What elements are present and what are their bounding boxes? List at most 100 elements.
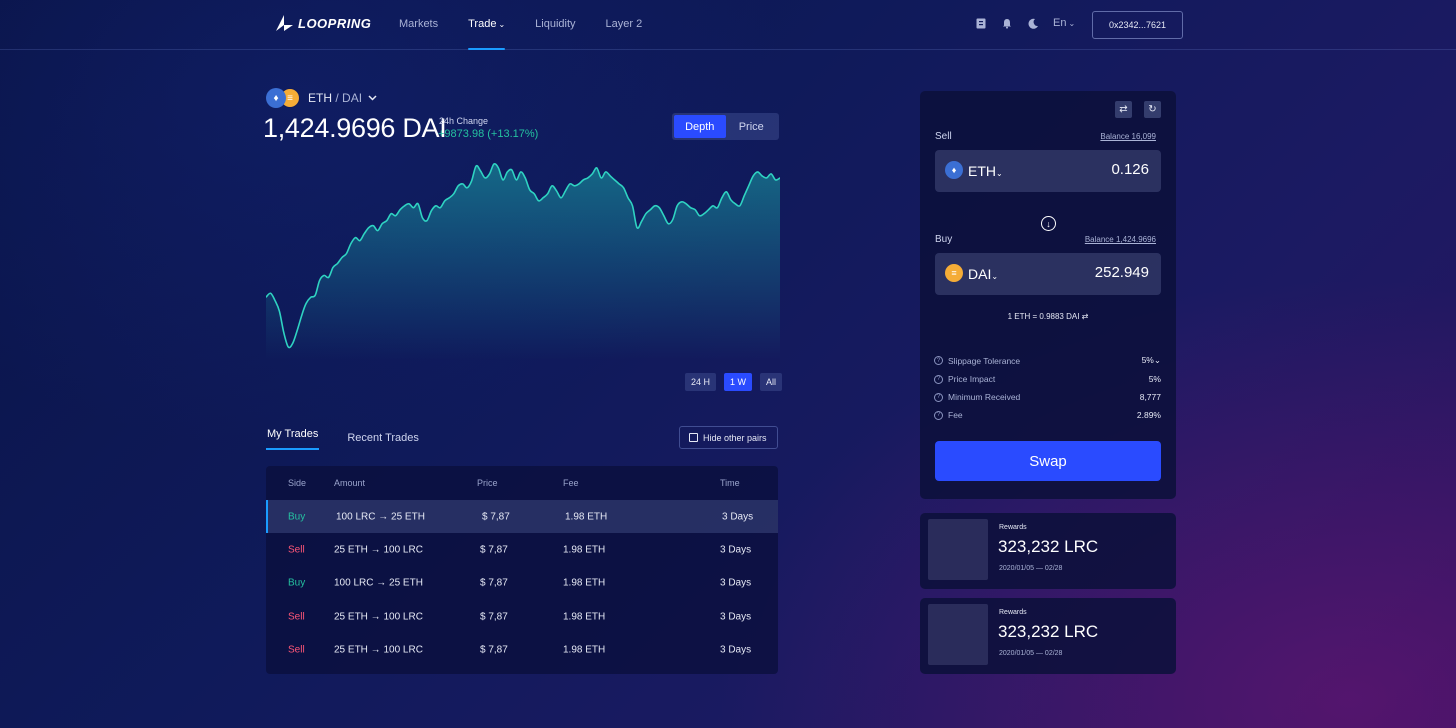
col-price: Price: [477, 478, 498, 488]
table-row[interactable]: Sell 25 ETH → 100 LRC $ 7,87 1.98 ETH 3 …: [266, 634, 778, 667]
range-all[interactable]: All: [760, 373, 783, 391]
row-time: 3 Days: [720, 611, 752, 623]
hide-other-pairs-toggle[interactable]: Hide other pairs: [679, 426, 778, 449]
row-amount: 25 ETH → 100 LRC: [334, 611, 423, 623]
minimum-received-row: ? Minimum Received 8,777: [934, 392, 1161, 402]
loopring-logo[interactable]: LOOPRING: [274, 13, 371, 33]
row-price: $ 7,87: [480, 611, 508, 623]
hide-pairs-label: Hide other pairs: [703, 432, 767, 443]
pair-selector[interactable]: ♦ ≡ ETH / DAI: [266, 88, 377, 108]
tab-recent-trades[interactable]: Recent Trades: [347, 432, 419, 444]
tab-my-trades[interactable]: My Trades: [265, 428, 320, 450]
time-range-selector: 24 H 1 W All: [685, 373, 783, 391]
dai-icon: ≡: [945, 264, 963, 282]
col-fee: Fee: [563, 478, 579, 488]
rate-text: 1 ETH = 0.9883 DAI: [1007, 312, 1080, 321]
price-tab[interactable]: Price: [738, 120, 764, 133]
info-value: 8,777: [1139, 392, 1161, 402]
chevron-down-icon: ⌄: [1068, 19, 1076, 28]
swap-button[interactable]: Swap: [935, 441, 1161, 481]
row-price: $ 7,87: [480, 644, 508, 656]
sell-amount-input[interactable]: 0.126: [1111, 161, 1149, 178]
info-label: Price Impact: [948, 374, 996, 384]
info-value: 5%⌄: [1141, 355, 1161, 365]
buy-token-select[interactable]: DAI⌄: [968, 266, 998, 282]
reward-label: Rewards: [999, 609, 1027, 616]
sell-token-select[interactable]: ETH⌄: [968, 163, 1003, 179]
pair-separator: /: [335, 91, 339, 105]
help-icon[interactable]: ?: [934, 374, 943, 384]
slippage-row[interactable]: ? Slippage Tolerance 5%⌄: [934, 355, 1161, 366]
table-row[interactable]: Buy 100 LRC → 25 ETH $ 7,87 1.98 ETH 3 D…: [266, 567, 778, 600]
swap-rate-icon: ⇄: [1081, 312, 1089, 321]
change-label: 24h Change: [439, 116, 489, 126]
info-value: 5%: [1148, 374, 1161, 384]
fee-row: ? Fee 2.89%: [934, 410, 1161, 420]
sell-token: ETH: [968, 163, 996, 179]
reward-amount: 323,232 LRC: [998, 537, 1099, 556]
arrow-down-icon[interactable]: ↓: [1041, 216, 1056, 231]
loopring-logo-icon: [276, 15, 293, 31]
nav-trade-label: Trade: [468, 18, 497, 30]
row-side: Sell: [288, 644, 305, 656]
rewards-card[interactable]: Rewards 323,232 LRC 2020/01/05 — 02/28: [920, 598, 1176, 674]
refresh-icon[interactable]: ↻: [1144, 101, 1161, 118]
row-time: 3 Days: [720, 544, 752, 556]
info-label: Fee: [948, 410, 963, 420]
eth-icon: ♦: [945, 161, 963, 179]
reward-thumbnail: [928, 519, 988, 580]
help-icon[interactable]: ?: [934, 356, 943, 365]
buy-balance[interactable]: Balance 1,424.9696: [1084, 235, 1156, 244]
row-side: Buy: [288, 577, 306, 589]
row-time: 3 Days: [720, 644, 752, 656]
trade-tabs: My Trades Recent Trades: [265, 428, 419, 454]
bell-icon[interactable]: [1001, 17, 1013, 29]
nav-trade[interactable]: Trade ⌄: [468, 0, 506, 50]
language-select[interactable]: En ⌄: [1053, 17, 1075, 29]
table-row[interactable]: Sell 25 ETH → 100 LRC $ 7,87 1.98 ETH 3 …: [266, 533, 778, 566]
swap-direction-icon[interactable]: ⇄: [1115, 101, 1132, 118]
wallet-icon[interactable]: [975, 17, 987, 29]
buy-field[interactable]: ≡ DAI⌄ 252.949: [935, 253, 1161, 295]
depth-tab[interactable]: Depth: [674, 115, 726, 138]
eth-icon: ♦: [266, 88, 286, 108]
price-impact-row: ? Price Impact 5%: [934, 374, 1161, 384]
table-header: Side Amount Price Fee Time: [266, 466, 778, 500]
row-fee: 1.98 ETH: [563, 577, 606, 589]
info-value: 2.89%: [1136, 410, 1161, 420]
exchange-rate[interactable]: 1 ETH = 0.9883 DAI ⇄: [920, 312, 1176, 321]
row-amount: 100 LRC → 25 ETH: [334, 577, 423, 589]
checkbox[interactable]: [689, 433, 698, 442]
help-icon[interactable]: ?: [934, 392, 943, 402]
chart-type-toggle: Depth Price: [672, 113, 779, 140]
col-time: Time: [720, 478, 740, 488]
range-1w[interactable]: 1 W: [724, 373, 753, 391]
table-row[interactable]: Sell 25 ETH → 100 LRC $ 7,87 1.98 ETH 3 …: [266, 600, 778, 633]
help-icon[interactable]: ?: [934, 410, 943, 420]
logo-text: LOOPRING: [298, 15, 372, 31]
top-header: LOOPRING Markets Trade ⌄ Liquidity Layer …: [0, 0, 1456, 50]
sell-balance[interactable]: Balance 16,099: [1100, 132, 1156, 141]
wallet-address-button[interactable]: 0x2342...7621: [1092, 11, 1183, 39]
row-fee: 1.98 ETH: [563, 644, 606, 656]
nav-markets[interactable]: Markets: [399, 18, 439, 30]
trades-table: Side Amount Price Fee Time Buy 100 LRC →…: [266, 466, 778, 674]
chevron-down-icon: ⌄: [991, 272, 999, 281]
range-24h[interactable]: 24 H: [685, 373, 717, 391]
row-time: 3 Days: [722, 511, 754, 523]
buy-amount-input[interactable]: 252.949: [1094, 264, 1149, 281]
row-fee: 1.98 ETH: [565, 511, 608, 523]
chevron-down-icon: ⌄: [498, 20, 506, 29]
chevron-down-icon: ⌄: [996, 169, 1003, 178]
reward-label: Rewards: [999, 524, 1027, 531]
sell-field[interactable]: ♦ ETH⌄ 0.126: [935, 150, 1161, 192]
swap-panel: ⇄ ↻ Sell Balance 16,099 ♦ ETH⌄ 0.126 ↓ B…: [920, 91, 1176, 499]
language-label: En: [1053, 17, 1067, 29]
nav-liquidity[interactable]: Liquidity: [535, 18, 576, 30]
nav-layer2[interactable]: Layer 2: [605, 18, 643, 30]
moon-icon[interactable]: [1027, 17, 1039, 29]
chevron-down-icon: [368, 95, 377, 101]
reward-dates: 2020/01/05 — 02/28: [999, 650, 1063, 657]
rewards-card[interactable]: Rewards 323,232 LRC 2020/01/05 — 02/28: [920, 513, 1176, 589]
table-row[interactable]: Buy 100 LRC → 25 ETH $ 7,87 1.98 ETH 3 D…: [266, 500, 778, 534]
